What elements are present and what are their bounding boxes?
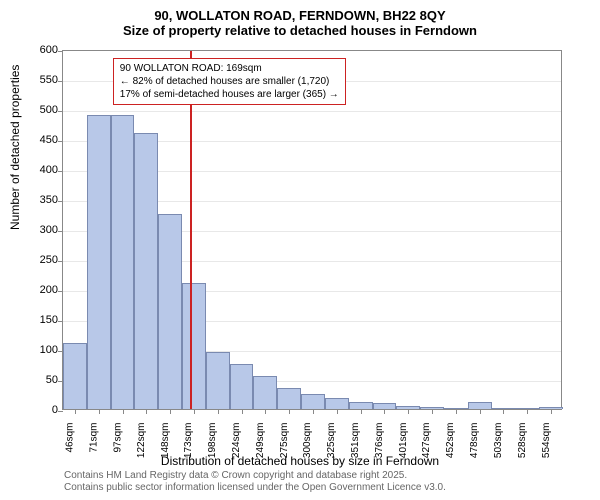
xtick-mark — [146, 409, 147, 414]
xtick-mark — [384, 409, 385, 414]
ytick-mark — [58, 171, 63, 172]
ytick-mark — [58, 141, 63, 142]
ytick-label: 200 — [40, 284, 58, 296]
histogram-bar — [63, 343, 87, 409]
xtick-label: 376sqm — [374, 423, 385, 459]
ytick-label: 400 — [40, 164, 58, 176]
histogram-bar — [206, 352, 230, 409]
xtick-label: 528sqm — [517, 423, 528, 459]
xtick-mark — [408, 409, 409, 414]
ytick-label: 300 — [40, 224, 58, 236]
ytick-label: 600 — [40, 44, 58, 56]
xtick-mark — [218, 409, 219, 414]
ytick-label: 150 — [40, 314, 58, 326]
xtick-mark — [123, 409, 124, 414]
histogram-bar — [468, 402, 492, 409]
ytick-mark — [58, 291, 63, 292]
xtick-label: 148sqm — [160, 423, 171, 459]
xtick-mark — [361, 409, 362, 414]
xtick-label: 427sqm — [422, 423, 433, 459]
ytick-label: 100 — [40, 344, 58, 356]
chart-title: 90, WOLLATON ROAD, FERNDOWN, BH22 8QY — [0, 0, 600, 23]
histogram-bar — [230, 364, 254, 409]
xtick-label: 554sqm — [541, 423, 552, 459]
chart-subtitle: Size of property relative to detached ho… — [0, 23, 600, 42]
xtick-mark — [99, 409, 100, 414]
histogram-bar — [111, 115, 135, 409]
xtick-label: 452sqm — [445, 423, 456, 459]
xtick-label: 224sqm — [231, 423, 242, 459]
xtick-mark — [289, 409, 290, 414]
xtick-label: 401sqm — [398, 423, 409, 459]
xtick-mark — [456, 409, 457, 414]
xtick-mark — [170, 409, 171, 414]
xtick-label: 122sqm — [136, 423, 147, 459]
xtick-mark — [503, 409, 504, 414]
ytick-label: 450 — [40, 134, 58, 146]
chart-footer: Contains HM Land Registry data © Crown c… — [64, 470, 446, 494]
histogram-bar — [253, 376, 277, 409]
histogram-bar — [182, 283, 206, 409]
ytick-mark — [58, 411, 63, 412]
xtick-label: 275sqm — [279, 423, 290, 459]
footer-line-1: Contains HM Land Registry data © Crown c… — [64, 470, 446, 482]
chart-plot-area: 46sqm71sqm97sqm122sqm148sqm173sqm198sqm2… — [62, 50, 562, 410]
ytick-mark — [58, 201, 63, 202]
xtick-mark — [313, 409, 314, 414]
ytick-label: 0 — [52, 404, 58, 416]
xtick-mark — [194, 409, 195, 414]
xtick-label: 198sqm — [207, 423, 218, 459]
xtick-mark — [242, 409, 243, 414]
xtick-mark — [551, 409, 552, 414]
ytick-mark — [58, 51, 63, 52]
xtick-mark — [432, 409, 433, 414]
ytick-label: 250 — [40, 254, 58, 266]
xtick-mark — [337, 409, 338, 414]
xtick-label: 46sqm — [64, 423, 75, 453]
ytick-label: 350 — [40, 194, 58, 206]
footer-line-2: Contains public sector information licen… — [64, 482, 446, 494]
xtick-label: 351sqm — [350, 423, 361, 459]
xtick-mark — [265, 409, 266, 414]
histogram-bar — [134, 133, 158, 409]
histogram-bar — [301, 394, 325, 409]
xtick-label: 478sqm — [469, 423, 480, 459]
xtick-mark — [527, 409, 528, 414]
ytick-mark — [58, 231, 63, 232]
annotation-box: 90 WOLLATON ROAD: 169sqm← 82% of detache… — [113, 58, 346, 105]
histogram-bar — [87, 115, 111, 409]
ytick-mark — [58, 261, 63, 262]
x-axis-label: Distribution of detached houses by size … — [0, 454, 600, 468]
xtick-label: 325sqm — [326, 423, 337, 459]
xtick-label: 173sqm — [183, 423, 194, 459]
ytick-mark — [58, 81, 63, 82]
ytick-label: 500 — [40, 104, 58, 116]
histogram-bar — [349, 402, 373, 409]
histogram-bar — [325, 398, 349, 409]
annotation-line: 90 WOLLATON ROAD: 169sqm — [120, 62, 339, 75]
ytick-label: 550 — [40, 74, 58, 86]
ytick-mark — [58, 111, 63, 112]
annotation-line: 17% of semi-detached houses are larger (… — [120, 88, 339, 101]
xtick-mark — [75, 409, 76, 414]
histogram-bar — [277, 388, 301, 409]
xtick-mark — [480, 409, 481, 414]
ytick-mark — [58, 321, 63, 322]
histogram-bar — [158, 214, 182, 409]
y-axis-label: Number of detached properties — [8, 65, 22, 230]
xtick-label: 503sqm — [493, 423, 504, 459]
xtick-label: 249sqm — [255, 423, 266, 459]
xtick-label: 97sqm — [112, 423, 123, 453]
annotation-line: ← 82% of detached houses are smaller (1,… — [120, 75, 339, 88]
xtick-label: 300sqm — [303, 423, 314, 459]
grid-line — [63, 111, 561, 112]
xtick-label: 71sqm — [88, 423, 99, 453]
ytick-label: 50 — [46, 374, 58, 386]
